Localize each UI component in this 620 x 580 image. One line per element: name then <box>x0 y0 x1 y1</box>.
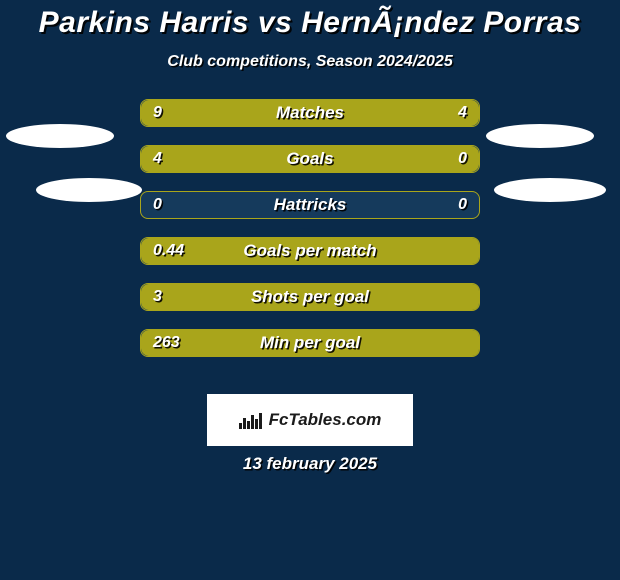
barchart-icon <box>239 411 263 429</box>
subtitle: Club competitions, Season 2024/2025 <box>0 53 620 71</box>
stat-row: 0.44Goals per match <box>0 237 620 265</box>
stat-bar: 40Goals <box>140 145 480 173</box>
stat-row: 94Matches <box>0 99 620 127</box>
stat-label: Goals <box>141 146 479 172</box>
stats-card: Parkins Harris vs HernÃ¡ndez Porras Club… <box>0 0 620 580</box>
stat-bar: 00Hattricks <box>140 191 480 219</box>
badge-text: FcTables.com <box>269 410 382 430</box>
date-text: 13 february 2025 <box>0 454 620 474</box>
source-badge: FcTables.com <box>207 394 413 446</box>
stat-label: Min per goal <box>141 330 479 356</box>
stat-row: 263Min per goal <box>0 329 620 357</box>
page-title: Parkins Harris vs HernÃ¡ndez Porras <box>0 0 620 39</box>
stat-label: Hattricks <box>141 192 479 218</box>
player-placeholder <box>494 178 606 202</box>
stat-bar: 263Min per goal <box>140 329 480 357</box>
player-placeholder <box>6 124 114 148</box>
stat-label: Shots per goal <box>141 284 479 310</box>
stat-bar: 0.44Goals per match <box>140 237 480 265</box>
stat-bar: 3Shots per goal <box>140 283 480 311</box>
player-placeholder <box>36 178 142 202</box>
stat-row: 40Goals <box>0 145 620 173</box>
stat-label: Goals per match <box>141 238 479 264</box>
player-placeholder <box>486 124 594 148</box>
stat-row: 3Shots per goal <box>0 283 620 311</box>
stat-label: Matches <box>141 100 479 126</box>
stat-bar: 94Matches <box>140 99 480 127</box>
